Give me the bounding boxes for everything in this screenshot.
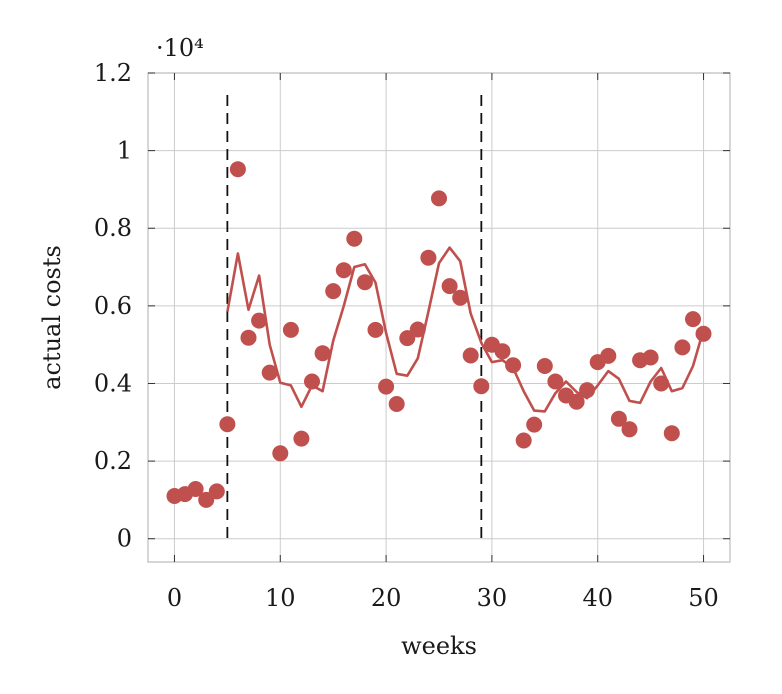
x-tick-label: 20 bbox=[371, 584, 402, 612]
data-point bbox=[600, 347, 617, 364]
data-point bbox=[229, 161, 246, 178]
data-point bbox=[663, 425, 680, 442]
data-point bbox=[473, 378, 490, 395]
x-tick-label: 40 bbox=[582, 584, 613, 612]
data-point bbox=[314, 345, 331, 362]
fitted-line-series bbox=[226, 246, 705, 413]
data-point bbox=[526, 416, 543, 433]
data-point bbox=[579, 382, 596, 399]
data-point bbox=[547, 373, 564, 390]
x-tick-label: 50 bbox=[688, 584, 719, 612]
data-point bbox=[304, 373, 320, 390]
plot-frame bbox=[147, 72, 731, 563]
data-point bbox=[420, 249, 437, 266]
data-point bbox=[515, 432, 532, 449]
data-point bbox=[378, 378, 395, 395]
y-tick-label: 0 bbox=[117, 525, 132, 553]
data-point bbox=[325, 283, 342, 300]
data-point bbox=[251, 312, 268, 329]
fitted-cost-line bbox=[226, 246, 705, 413]
data-point bbox=[653, 375, 670, 392]
data-point bbox=[367, 321, 384, 338]
data-point bbox=[293, 430, 310, 447]
data-point bbox=[261, 364, 278, 381]
y-tick-label: 0.4 bbox=[94, 369, 132, 397]
data-point bbox=[695, 325, 712, 342]
data-point bbox=[674, 339, 691, 356]
data-point bbox=[409, 321, 426, 338]
data-point bbox=[452, 289, 469, 306]
x-tick-label: 30 bbox=[477, 584, 508, 612]
tick-labels: 0 10 20 30 40 50 0 0.2 0.4 0.6 0.8 1 1.2 bbox=[94, 59, 719, 612]
data-point bbox=[505, 357, 522, 374]
data-point bbox=[208, 483, 225, 500]
data-point bbox=[187, 481, 204, 497]
data-point bbox=[356, 274, 373, 291]
y-tick-label: 0.8 bbox=[94, 214, 132, 242]
data-point bbox=[642, 349, 659, 366]
data-point bbox=[610, 410, 627, 427]
vertical-markers bbox=[226, 95, 483, 543]
data-point bbox=[431, 190, 447, 207]
data-point bbox=[346, 230, 363, 247]
data-point bbox=[282, 321, 299, 338]
data-point bbox=[568, 393, 585, 410]
actual-cost-points bbox=[166, 161, 712, 508]
y-tick-label: 1.2 bbox=[94, 59, 132, 87]
data-point bbox=[219, 416, 236, 433]
data-point bbox=[494, 343, 511, 360]
data-point bbox=[685, 311, 701, 328]
y-tick-label: 1 bbox=[117, 137, 132, 165]
data-point bbox=[441, 278, 458, 295]
x-tick-label: 10 bbox=[265, 584, 296, 612]
y-axis-label: actual costs bbox=[38, 245, 66, 390]
data-point bbox=[536, 358, 553, 374]
data-point bbox=[240, 329, 257, 346]
x-tick-label: 0 bbox=[167, 584, 182, 612]
grid bbox=[148, 72, 730, 562]
data-point bbox=[462, 347, 479, 364]
data-point bbox=[621, 421, 638, 438]
y-tick-label: 0.6 bbox=[94, 292, 132, 320]
y-axis-multiplier: ·10⁴ bbox=[156, 34, 204, 62]
data-point bbox=[388, 396, 405, 412]
data-point bbox=[335, 262, 352, 279]
axis-ticks bbox=[148, 72, 730, 562]
data-point bbox=[272, 445, 289, 462]
x-axis-label: weeks bbox=[401, 632, 477, 660]
y-tick-label: 0.2 bbox=[94, 447, 132, 475]
